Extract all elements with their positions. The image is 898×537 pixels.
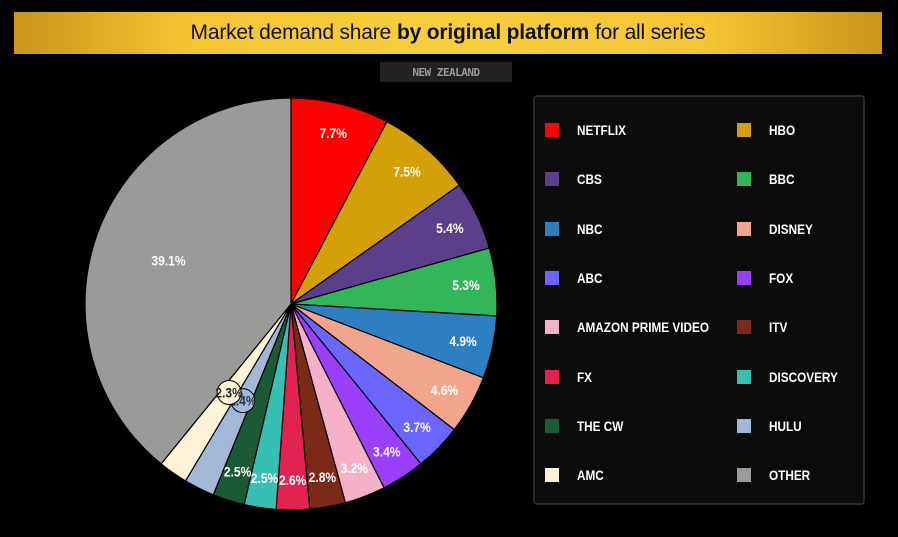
legend-swatch [545,369,559,384]
slice-label-netflix: 7.7% [319,125,347,141]
legend-item-cbs: CBS [545,169,607,189]
slice-label-itv: 2.8% [309,469,337,485]
legend-swatch [545,320,559,335]
slice-label-fox: 3.4% [373,444,401,460]
legend-swatch [737,369,751,384]
legend-label: AMC [577,467,604,484]
legend-item-abc: ABC [545,268,607,288]
legend-label: THE CW [577,417,624,434]
legend-item-fox: FOX [737,268,798,288]
legend-item-hulu: HULU [737,416,808,436]
legend-label: AMAZON PRIME VIDEO [577,319,709,336]
legend-label: DISNEY [769,220,813,237]
legend-item-disney: DISNEY [737,219,821,239]
legend-swatch [737,468,751,483]
legend-label: HULU [769,417,802,434]
title-prefix: Market demand share [190,21,392,44]
slice-label-discovery: 2.5% [251,470,279,486]
pie-slice-netflix [290,97,388,305]
legend-swatch [545,123,559,137]
legend-swatch [737,172,751,187]
legend-swatch [737,221,751,236]
legend-swatch [737,320,751,335]
legend-label: DISCOVERY [769,368,838,385]
chart-title: Market demand share by original platform… [14,12,882,54]
pie-slice-other [84,97,292,465]
legend-label: NBC [577,220,603,237]
legend-label: ABC [577,269,603,286]
legend-label: NETFLIX [577,122,627,138]
legend-label: OTHER [769,467,811,484]
slice-label-amazon-prime-video: 3.2% [341,460,369,476]
slice-label-hbo: 7.5% [393,164,421,180]
legend-swatch [545,172,559,187]
legend-label: BBC [769,171,795,188]
legend-swatch [545,270,559,285]
legend-item-nbc: NBC [545,219,607,239]
pie-slice-hbo [290,120,461,305]
slice-label-amc: 2.3% [215,385,243,401]
legend-item-netflix: NETFLIX [545,120,635,140]
region-label: NEW ZEALAND [380,62,512,82]
slice-label-the-cw: 2.5% [224,464,252,480]
slice-label-bbc: 5.3% [452,277,480,293]
legend-label: FOX [769,269,794,286]
legend-swatch [737,123,751,137]
legend-item-hbo: HBO [737,120,800,140]
legend-label: HBO [769,122,796,138]
legend-item-discovery: DISCOVERY [737,367,851,387]
legend-swatch [737,418,751,433]
title-bold: by original platform [397,21,590,44]
legend-item-itv: ITV [737,317,791,337]
legend-label: ITV [769,319,788,336]
slice-label-abc: 3.7% [403,419,431,435]
legend-item-amazon-prime-video: AMAZON PRIME VIDEO [545,317,734,337]
legend-item-other: OTHER [737,465,818,485]
legend-swatch [737,270,751,285]
legend-item-the-cw: THE CW [545,416,632,436]
legend-swatch [545,418,559,433]
slice-label-fx: 2.6% [279,472,307,488]
slice-label-disney: 4.6% [431,382,459,398]
legend-item-bbc: BBC [737,169,799,189]
legend-item-amc: AMC [545,465,609,485]
legend-swatch [545,468,559,483]
legend-swatch [545,221,559,236]
slice-label-nbc: 4.9% [449,333,477,349]
legend: NETFLIX HBO CBS BBC NBC DISNEY ABC FOX AMAZON PR… [533,95,865,505]
slice-label-cbs: 5.4% [436,220,464,236]
legend-label: CBS [577,171,602,188]
slice-label-other: 39.1% [151,253,185,269]
legend-item-fx: FX [545,367,595,387]
slice-label-badge-amc [216,380,242,406]
title-suffix: for all series [595,21,706,44]
legend-label: FX [577,368,593,385]
